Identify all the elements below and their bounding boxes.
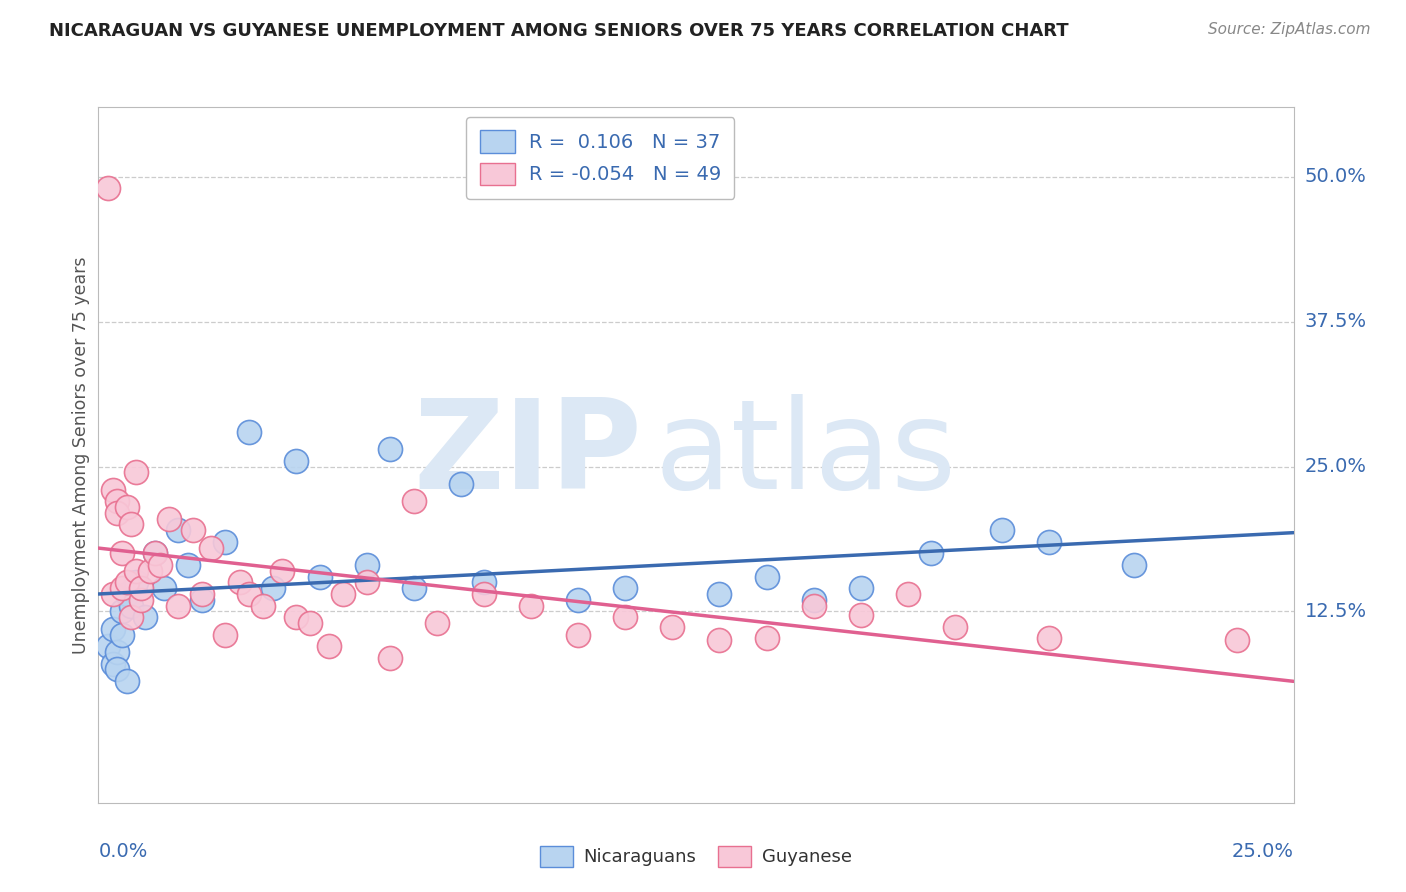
Point (125, 564, 148, 578)
Point (709, 587, 731, 601)
Point (120, 599, 142, 613)
Point (228, 575, 250, 590)
Point (191, 592, 214, 607)
Text: ZIP: ZIP (413, 394, 643, 516)
Point (97, 639, 120, 653)
Point (97, 181, 120, 195)
Y-axis label: Unemployment Among Seniors over 75 years: Unemployment Among Seniors over 75 years (72, 256, 90, 654)
Point (143, 546, 166, 561)
Point (101, 483, 124, 497)
Point (105, 662, 128, 677)
Point (567, 628, 589, 642)
Point (520, 599, 543, 613)
Point (167, 599, 190, 613)
Point (252, 599, 274, 613)
Point (1226, 633, 1249, 648)
Point (153, 582, 176, 596)
Point (177, 558, 200, 573)
Point (755, 570, 778, 584)
Text: Source: ZipAtlas.com: Source: ZipAtlas.com (1208, 22, 1371, 37)
Point (105, 506, 128, 520)
Point (567, 592, 589, 607)
Point (472, 587, 495, 601)
Point (1122, 558, 1144, 573)
Point (271, 564, 294, 578)
Point (472, 575, 495, 590)
Point (991, 523, 1014, 537)
Point (402, 494, 425, 508)
Point (378, 651, 401, 665)
Point (849, 582, 872, 596)
Text: 37.5%: 37.5% (1305, 312, 1367, 331)
Text: NICARAGUAN VS GUYANESE UNEMPLOYMENT AMONG SENIORS OVER 75 YEARS CORRELATION CHAR: NICARAGUAN VS GUYANESE UNEMPLOYMENT AMON… (49, 22, 1069, 40)
Point (149, 558, 172, 573)
Point (125, 466, 148, 480)
Point (262, 582, 284, 596)
Point (191, 587, 214, 601)
Point (803, 599, 825, 613)
Text: atlas: atlas (654, 394, 956, 516)
Point (450, 476, 472, 491)
Point (661, 619, 683, 633)
Point (709, 633, 731, 648)
Point (755, 631, 778, 645)
Point (120, 517, 142, 532)
Text: 12.5%: 12.5% (1305, 602, 1367, 621)
Point (214, 534, 236, 549)
Text: 0.0%: 0.0% (98, 842, 148, 861)
Point (285, 610, 308, 624)
Point (139, 564, 162, 578)
Point (129, 582, 152, 596)
Point (308, 570, 330, 584)
Legend: Nicaraguans, Guyanese: Nicaraguans, Guyanese (533, 838, 859, 874)
Point (318, 639, 340, 653)
Point (614, 582, 637, 596)
Point (332, 587, 354, 601)
Point (803, 592, 825, 607)
Point (157, 512, 180, 526)
Text: 25.0%: 25.0% (1305, 457, 1367, 476)
Point (134, 610, 156, 624)
Point (111, 582, 134, 596)
Point (125, 575, 148, 590)
Point (285, 453, 308, 467)
Point (214, 628, 236, 642)
Point (378, 442, 401, 457)
Point (101, 587, 124, 601)
Point (120, 610, 142, 624)
Point (115, 575, 138, 590)
Text: 50.0%: 50.0% (1305, 167, 1367, 186)
Point (402, 582, 425, 596)
Point (115, 674, 138, 689)
Point (426, 615, 449, 630)
Point (111, 605, 134, 619)
Point (105, 645, 128, 659)
Point (200, 541, 222, 555)
Point (111, 546, 134, 561)
Point (299, 615, 322, 630)
Point (129, 592, 152, 607)
Point (849, 607, 872, 622)
Point (1038, 631, 1060, 645)
Point (181, 523, 204, 537)
Point (143, 546, 166, 561)
Point (238, 587, 260, 601)
Point (115, 587, 138, 601)
Point (920, 546, 942, 561)
Point (1038, 534, 1060, 549)
Point (614, 610, 637, 624)
Point (111, 628, 134, 642)
Point (115, 500, 138, 514)
Point (105, 494, 128, 508)
Point (897, 587, 920, 601)
Point (167, 523, 190, 537)
Point (356, 575, 378, 590)
Point (101, 622, 124, 636)
Point (943, 619, 966, 633)
Text: 25.0%: 25.0% (1232, 842, 1294, 861)
Point (356, 558, 378, 573)
Point (238, 425, 260, 439)
Point (101, 657, 124, 671)
